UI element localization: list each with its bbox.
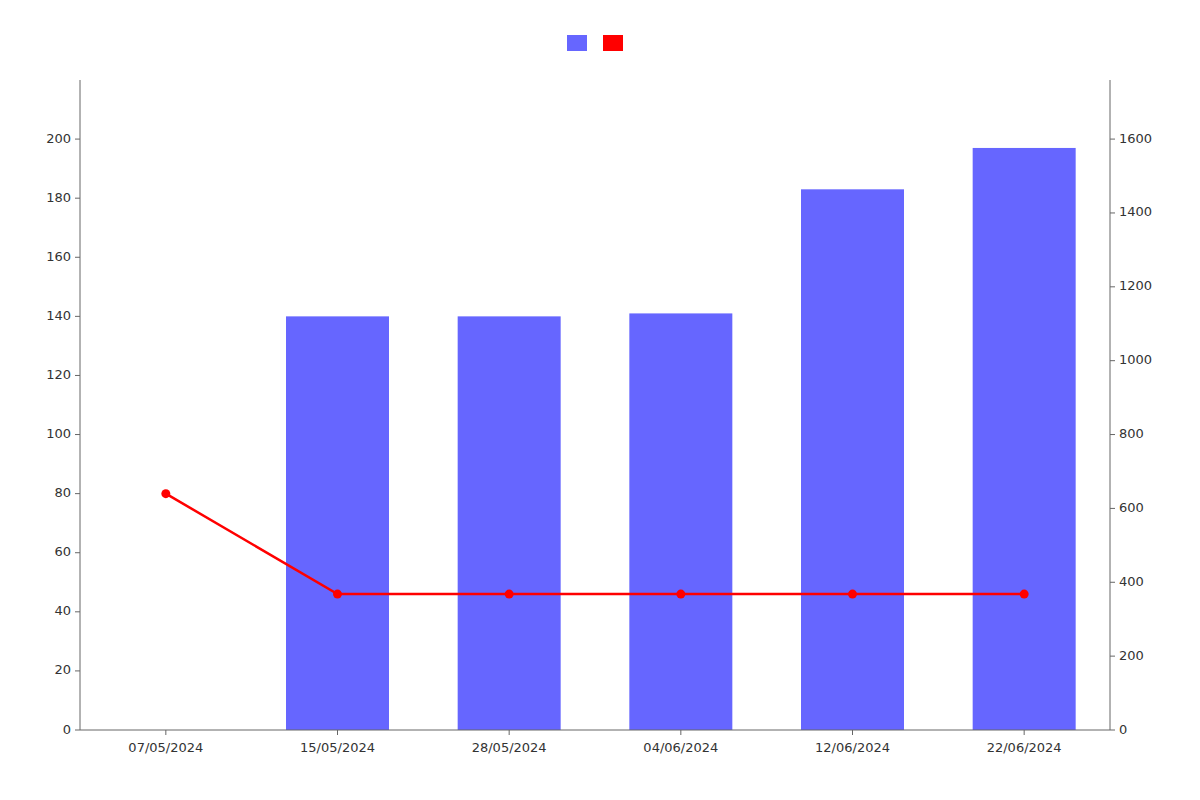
y2-tick [1110,286,1115,287]
y2-tick-label: 800 [1119,426,1144,441]
y2-tick [1110,582,1115,583]
x-tick [680,730,681,735]
y-tick-label: 20 [54,662,71,677]
y-tick-label: 100 [46,426,71,441]
bar [458,316,561,730]
y2-tick-label: 1600 [1119,131,1152,146]
y-tick [75,611,80,612]
y-tick-label: 0 [63,722,71,737]
y-tick-label: 60 [54,544,71,559]
line-marker [161,489,170,498]
x-tick-label: 28/05/2024 [472,740,547,755]
x-tick [165,730,166,735]
x-tick [1024,730,1025,735]
y2-tick-label: 0 [1119,722,1127,737]
x-tick-label: 22/06/2024 [987,740,1062,755]
line-marker [676,590,685,599]
line-marker [1020,590,1029,599]
x-tick [852,730,853,735]
y2-tick-label: 1000 [1119,352,1152,367]
y-tick-label: 200 [46,131,71,146]
y-tick-label: 40 [54,603,71,618]
y-tick [75,198,80,199]
y2-tick [1110,212,1115,213]
y-tick [75,139,80,140]
y-tick-label: 120 [46,367,71,382]
y-tick [75,257,80,258]
y2-tick-label: 600 [1119,500,1144,515]
y2-axis-line [1110,80,1111,730]
y-tick [75,375,80,376]
y-tick-label: 160 [46,249,71,264]
y-tick-label: 180 [46,190,71,205]
legend-swatch [567,35,587,51]
line-marker [505,590,514,599]
x-tick-label: 07/05/2024 [128,740,203,755]
chart: 0 20 40 60 80 100 120 140 160 180 200 0 200 400 600 800… [0,0,1200,800]
y2-tick-label: 200 [1119,648,1144,663]
y2-tick [1110,656,1115,657]
bar [286,316,389,730]
x-tick-label: 04/06/2024 [643,740,718,755]
y2-tick [1110,508,1115,509]
y2-tick [1110,730,1115,731]
y-tick [75,552,80,553]
y-tick [75,316,80,317]
bar [629,313,732,730]
y-tick [75,493,80,494]
y-tick-label: 80 [54,485,71,500]
line-marker [848,590,857,599]
line-marker [333,590,342,599]
plot-area [161,148,1075,730]
y-tick-label: 140 [46,308,71,323]
y2-tick-label: 1400 [1119,204,1152,219]
bar [973,148,1076,730]
y-tick [75,730,80,731]
y-tick [75,434,80,435]
bar [801,189,904,730]
y-axis-line [80,80,81,730]
y2-tick [1110,434,1115,435]
y2-tick [1110,360,1115,361]
legend-swatch [603,35,623,51]
y2-tick-label: 400 [1119,574,1144,589]
x-axis-line [80,730,1110,731]
y2-tick [1110,139,1115,140]
x-tick-label: 12/06/2024 [815,740,890,755]
x-tick-label: 15/05/2024 [300,740,375,755]
legend [567,35,623,51]
y-tick [75,670,80,671]
line [166,494,1024,594]
x-tick [337,730,338,735]
y2-tick-label: 1200 [1119,278,1152,293]
x-tick [509,730,510,735]
